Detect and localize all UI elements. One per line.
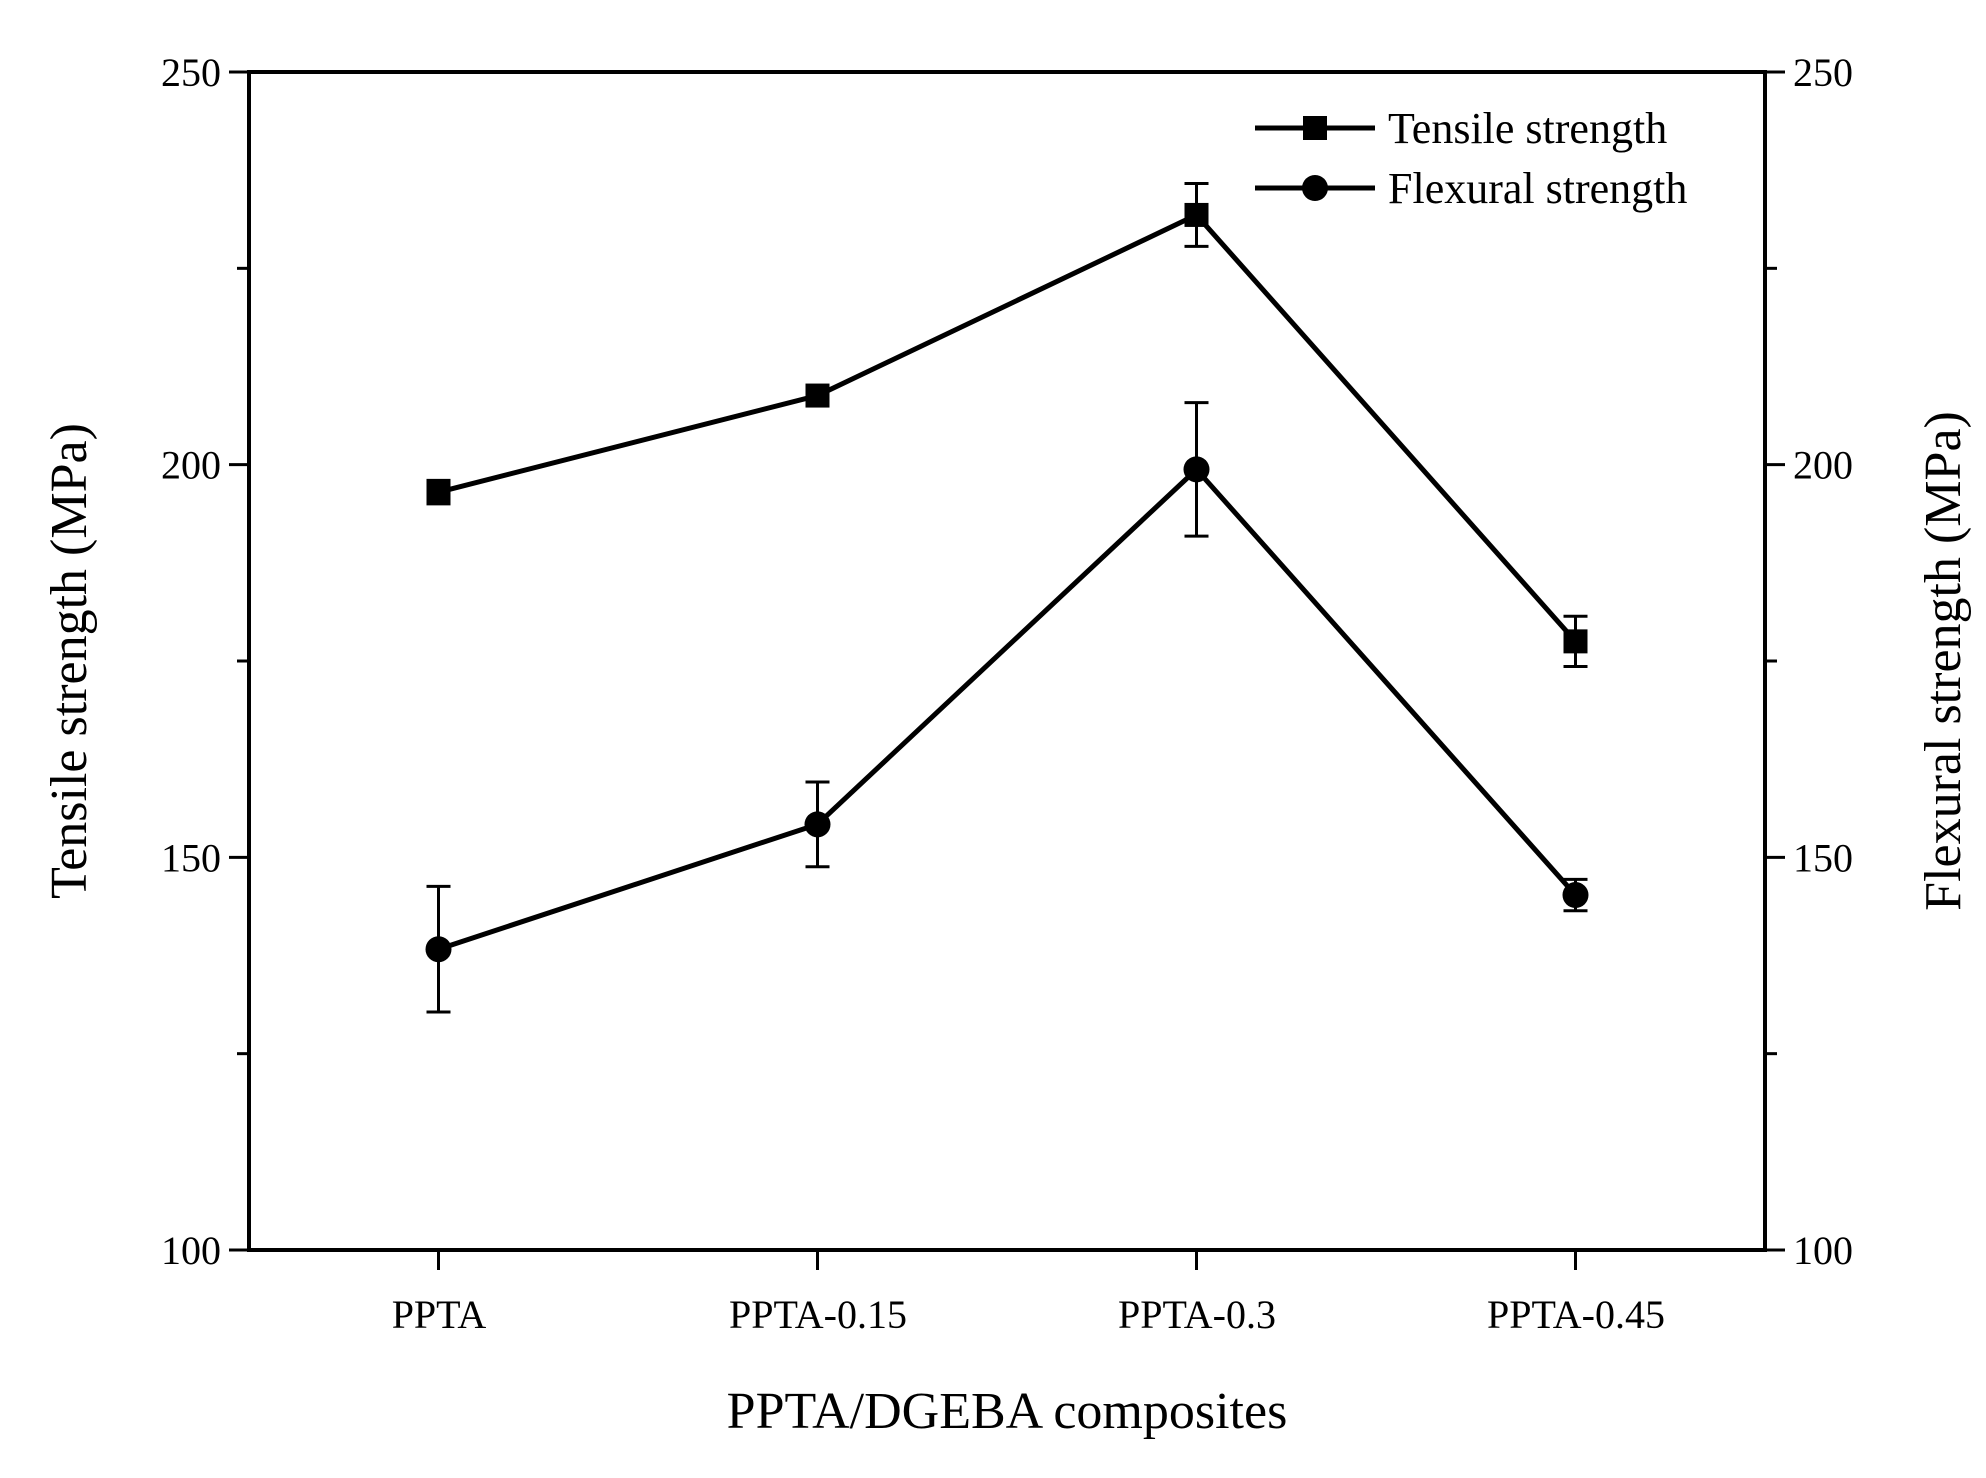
y-tick-label-left: 150 (161, 835, 221, 880)
series-line (437, 466, 1578, 952)
legend-label-tensile: Tensile strength (1388, 104, 1667, 153)
data-point-square (805, 383, 830, 408)
x-tick-label: PPTA-0.15 (729, 1292, 907, 1337)
x-tick-label: PPTA-0.3 (1118, 1292, 1276, 1337)
data-point-square (1184, 202, 1209, 227)
y-tick-label-right: 150 (1793, 835, 1853, 880)
y-tick-label-left: 100 (161, 1228, 221, 1273)
series-flexural-strength (425, 401, 1589, 1014)
tick-labels: 100 100 150 150 200 200 250 250 (161, 50, 1853, 1273)
data-point-circle (1183, 456, 1210, 483)
y-axis-title-left: Tensile strength (MPa) (41, 423, 98, 899)
x-tick-label: PPTA (392, 1292, 487, 1337)
data-point-square (426, 480, 451, 505)
series-tensile-strength (426, 182, 1588, 668)
series-layer (425, 182, 1589, 1014)
data-point-circle (425, 936, 452, 963)
data-point-circle (804, 811, 831, 838)
series-line (437, 212, 1578, 644)
y-axis-title-right: Flexural strength (MPa) (1915, 411, 1972, 911)
data-point-square (1563, 629, 1588, 654)
y-tick-label-right: 100 (1793, 1228, 1853, 1273)
y-tick-label-right: 200 (1793, 443, 1853, 488)
ticks (229, 70, 1785, 1270)
x-tick-labels: PPTA PPTA-0.15 PPTA-0.3 PPTA-0.45 (392, 1292, 1665, 1337)
y-tick-label-left: 250 (161, 50, 221, 95)
legend-circle-marker (1302, 175, 1328, 201)
y-tick-label-left: 200 (161, 443, 221, 488)
x-tick-label: PPTA-0.45 (1487, 1292, 1665, 1337)
data-point-circle (1562, 882, 1589, 909)
legend: Tensile strength Flexural strength (1255, 104, 1687, 213)
legend-square-marker (1303, 116, 1327, 140)
x-axis-title: PPTA/DGEBA composites (727, 1383, 1288, 1440)
legend-label-flexural: Flexural strength (1388, 164, 1687, 213)
plot-frame (247, 70, 1767, 1252)
y-tick-label-right: 250 (1793, 50, 1853, 95)
